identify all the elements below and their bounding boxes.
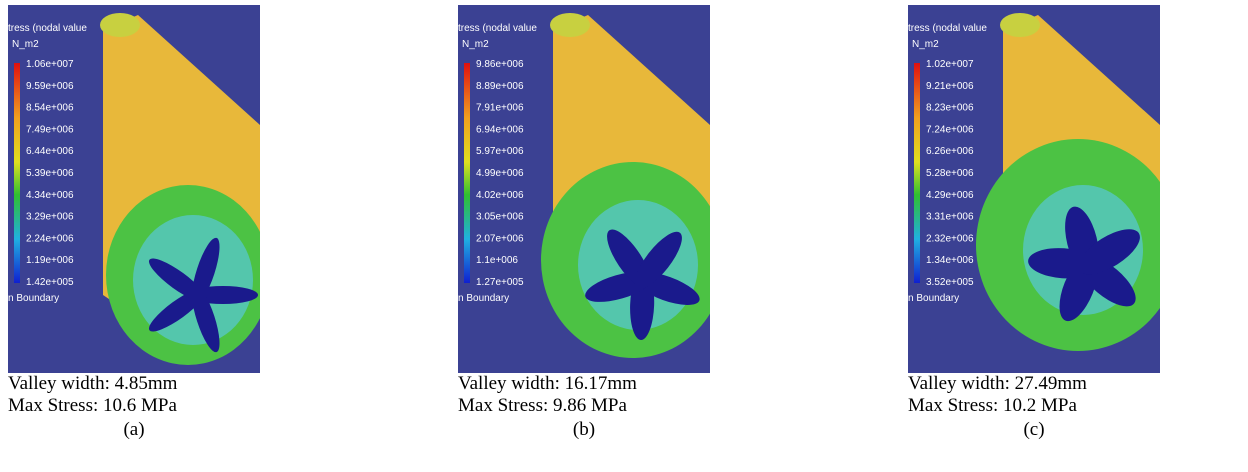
fea-image: tress (nodal value N_m2 9.86e+006 8.89e+006… xyxy=(458,5,710,373)
legend-value: 3.29e+006 xyxy=(26,212,74,223)
legend-title: tress (nodal value xyxy=(908,23,987,34)
legend-value: 6.26e+006 xyxy=(926,146,974,157)
color-bar xyxy=(464,63,470,283)
legend-value: 4.02e+006 xyxy=(476,190,524,201)
figure: tress (nodal value N_m2 1.06e+007 9.59e+006… xyxy=(0,0,1248,472)
legend-value: 4.99e+006 xyxy=(476,168,524,179)
color-bar xyxy=(14,63,20,283)
legend-unit: N_m2 xyxy=(12,39,39,50)
panel-label: (a) xyxy=(8,419,260,441)
legend-boundary: n Boundary xyxy=(8,293,59,304)
cylinder-top xyxy=(550,13,590,37)
legend-value: 1.27e+005 xyxy=(476,277,524,288)
caption-stress: Max Stress: 10.2 MPa xyxy=(908,395,1077,417)
legend-value: 5.97e+006 xyxy=(476,146,524,157)
legend-value: 3.31e+006 xyxy=(926,212,974,223)
cylinder-top xyxy=(1000,13,1040,37)
legend-value: 2.24e+006 xyxy=(26,233,74,244)
legend-value: 6.94e+006 xyxy=(476,124,524,135)
legend-value: 8.54e+006 xyxy=(26,103,74,114)
cylinder-top xyxy=(100,13,140,37)
legend-value: 7.91e+006 xyxy=(476,103,524,114)
legend-value: 1.34e+006 xyxy=(926,255,974,266)
caption-width: Valley width: 27.49mm xyxy=(908,373,1087,395)
caption-width: Valley width: 16.17mm xyxy=(458,373,637,395)
legend-value: 1.19e+006 xyxy=(26,255,74,266)
caption-stress: Max Stress: 9.86 MPa xyxy=(458,395,627,417)
legend-value: 9.59e+006 xyxy=(26,81,74,92)
legend-value: 3.52e+005 xyxy=(926,277,974,288)
panel: tress (nodal value N_m2 1.02e+007 9.21e+006… xyxy=(908,5,1160,373)
legend-value: 1.1e+006 xyxy=(476,255,518,266)
legend-value: 1.02e+007 xyxy=(926,59,974,70)
legend-value: 7.49e+006 xyxy=(26,124,74,135)
legend-value: 7.24e+006 xyxy=(926,124,974,135)
legend-title: tress (nodal value xyxy=(8,23,87,34)
caption-width: Valley width: 4.85mm xyxy=(8,373,177,395)
legend-value: 4.29e+006 xyxy=(926,190,974,201)
legend-value: 2.32e+006 xyxy=(926,233,974,244)
caption-stress: Max Stress: 10.6 MPa xyxy=(8,395,177,417)
legend-value: 2.07e+006 xyxy=(476,233,524,244)
legend-value: 8.89e+006 xyxy=(476,81,524,92)
color-bar xyxy=(914,63,920,283)
panel-label: (c) xyxy=(908,419,1160,441)
legend-title: tress (nodal value xyxy=(458,23,537,34)
legend-value: 3.05e+006 xyxy=(476,212,524,223)
legend-value: 8.23e+006 xyxy=(926,103,974,114)
legend-value: 1.42e+005 xyxy=(26,277,74,288)
legend-value: 9.21e+006 xyxy=(926,81,974,92)
panel: tress (nodal value N_m2 1.06e+007 9.59e+006… xyxy=(8,5,260,373)
legend-value: 5.28e+006 xyxy=(926,168,974,179)
legend-value: 4.34e+006 xyxy=(26,190,74,201)
fea-image: tress (nodal value N_m2 1.06e+007 9.59e+006… xyxy=(8,5,260,373)
legend-value: 6.44e+006 xyxy=(26,146,74,157)
legend-value: 9.86e+006 xyxy=(476,59,524,70)
legend-value: 5.39e+006 xyxy=(26,168,74,179)
fea-image: tress (nodal value N_m2 1.02e+007 9.21e+006… xyxy=(908,5,1160,373)
panel-label: (b) xyxy=(458,419,710,441)
legend-boundary: n Boundary xyxy=(458,293,509,304)
legend-unit: N_m2 xyxy=(912,39,939,50)
legend-value: 1.06e+007 xyxy=(26,59,74,70)
panel: tress (nodal value N_m2 9.86e+006 8.89e+006… xyxy=(458,5,710,373)
legend-boundary: n Boundary xyxy=(908,293,959,304)
legend-unit: N_m2 xyxy=(462,39,489,50)
